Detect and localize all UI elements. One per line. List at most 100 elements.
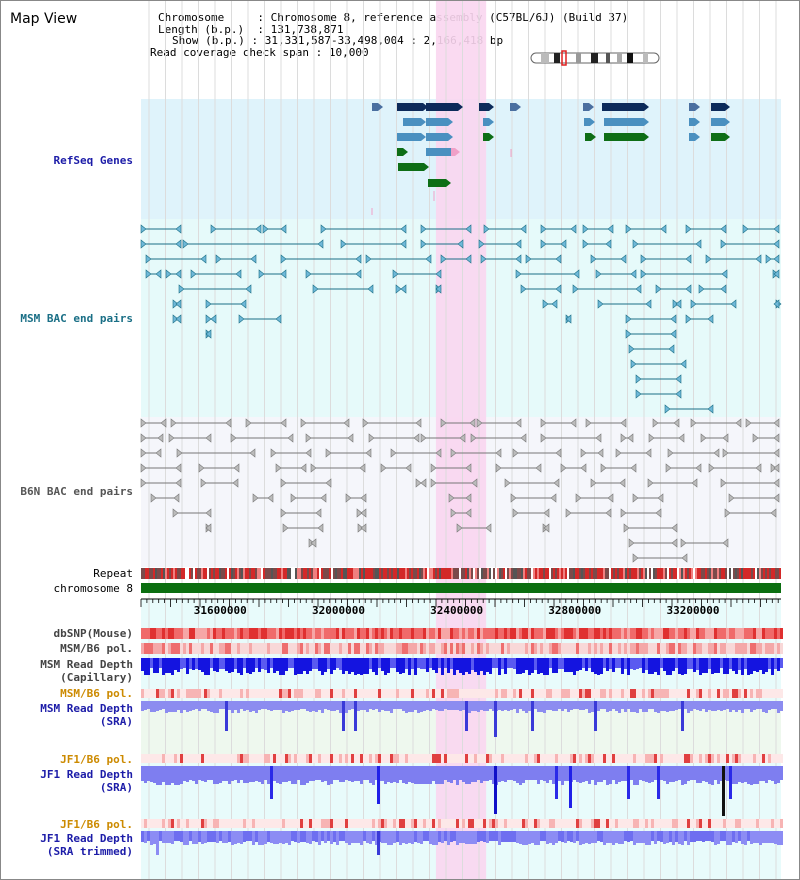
msm-bac-track-label[interactable]: MSM BAC end pairs	[20, 312, 133, 325]
heat-cell	[303, 643, 306, 654]
depth-bar	[336, 701, 339, 710]
repeat-segment	[615, 568, 617, 579]
depth-bar	[309, 766, 312, 781]
b6n-pair-end	[140, 418, 147, 428]
heat-cell	[330, 754, 333, 763]
dbsnp-track-label[interactable]: dbSNP(Mouse)	[53, 627, 133, 640]
heat-cell	[198, 689, 201, 698]
depth-bar	[354, 658, 357, 675]
heat-cell	[441, 689, 444, 698]
heat-cell	[630, 754, 633, 763]
ideogram-band	[617, 53, 622, 63]
repeat-segment	[247, 568, 249, 579]
refseq-track-label[interactable]: RefSeq Genes	[53, 154, 133, 167]
msm-pair-end	[275, 314, 282, 324]
msm-pair-end	[675, 374, 682, 384]
depth-bar	[687, 658, 690, 669]
heat-cell	[627, 628, 630, 639]
msm-pair-end	[625, 329, 632, 339]
depth-bar	[441, 831, 444, 843]
repeat-segment	[687, 568, 689, 579]
jf1-b6-pol-track-label-2[interactable]: JF1/B6 pol.	[60, 818, 133, 831]
heat-cell	[213, 643, 216, 654]
depth-bar	[402, 831, 405, 843]
jf1-b6-pol-track-label-1[interactable]: JF1/B6 pol.	[60, 753, 133, 766]
jf1-read-depth-trimmed-label[interactable]: JF1 Read Depth (SRA trimmed)	[40, 832, 133, 858]
b6n-bac-track-label[interactable]: B6N BAC end pairs	[20, 485, 133, 498]
heat-cell	[633, 628, 636, 639]
b6n-pair-end	[724, 508, 731, 518]
depth-bar	[696, 658, 699, 670]
heat-cell	[699, 643, 702, 654]
depth-bar	[228, 766, 231, 784]
heat-cell	[174, 643, 177, 654]
depth-bar	[204, 766, 207, 782]
depth-bar	[606, 701, 609, 712]
msm-pair-end	[635, 374, 642, 384]
gene-arrow	[590, 118, 595, 126]
depth-bar	[483, 701, 486, 711]
depth-bar	[183, 658, 186, 668]
repeat-segment	[391, 568, 393, 579]
heat-cell	[615, 689, 618, 698]
repeat-segment	[747, 568, 749, 579]
msm-read-depth-capillary-label[interactable]: MSM Read Depth (Capillary)	[40, 658, 133, 684]
repeat-segment	[155, 568, 157, 579]
msm-pair-end	[280, 224, 287, 234]
depth-bar	[201, 701, 204, 709]
heat-cell	[705, 689, 708, 698]
msm-b6-pol-track-label-2[interactable]: MSM/B6 pol.	[60, 687, 133, 700]
depth-bar	[390, 766, 393, 783]
depth-bar	[486, 831, 489, 843]
msm-pair-end	[515, 239, 522, 249]
depth-bar	[291, 766, 294, 784]
heat-cell	[153, 689, 156, 698]
depth-bar	[417, 701, 420, 713]
b6n-pair-end	[652, 418, 659, 428]
depth-bar	[570, 701, 573, 710]
depth-bar	[255, 831, 258, 842]
heat-cell	[231, 628, 234, 639]
depth-bar	[522, 766, 525, 783]
heat-cell	[183, 689, 186, 698]
depth-bar	[384, 658, 387, 675]
msm-b6-pol-track-label-1[interactable]: MSM/B6 pol.	[60, 642, 133, 655]
heat-cell	[663, 689, 666, 698]
heat-cell	[318, 628, 321, 639]
heat-cell	[507, 643, 510, 654]
depth-bar	[450, 701, 453, 710]
heat-cell	[225, 628, 228, 639]
depth-bar	[192, 701, 195, 710]
heat-cell	[552, 689, 555, 698]
heat-cell	[339, 643, 342, 654]
heat-cell	[657, 754, 660, 763]
depth-bar	[699, 658, 702, 675]
b6n-pair-end	[249, 448, 256, 458]
jf1-read-depth-sra-label[interactable]: JF1 Read Depth (SRA)	[40, 768, 133, 794]
msm-pair-end	[340, 239, 347, 249]
heat-cell	[456, 754, 459, 763]
heat-cell	[378, 628, 381, 639]
gene-arrow	[644, 118, 649, 126]
heat-cell	[705, 643, 708, 654]
repeat-segment	[175, 568, 177, 579]
repeat-segment	[169, 568, 171, 579]
heat-cell	[171, 643, 174, 654]
depth-bar	[429, 766, 432, 784]
heat-cell	[579, 754, 582, 763]
msm-pair-end	[645, 299, 652, 309]
heat-cell	[357, 643, 360, 654]
depth-bar	[201, 831, 204, 844]
heat-cell	[354, 754, 357, 763]
heat-cell	[450, 628, 453, 639]
repeat-segment	[251, 568, 253, 579]
heat-cell	[186, 643, 189, 654]
msm-read-depth-sra-label[interactable]: MSM Read Depth (SRA)	[40, 702, 133, 728]
heat-cell	[531, 643, 534, 654]
heat-cell	[222, 689, 225, 698]
heat-cell	[756, 754, 759, 763]
msm-pair-end	[705, 254, 712, 264]
depth-bar	[141, 766, 144, 781]
depth-bar	[537, 658, 540, 674]
